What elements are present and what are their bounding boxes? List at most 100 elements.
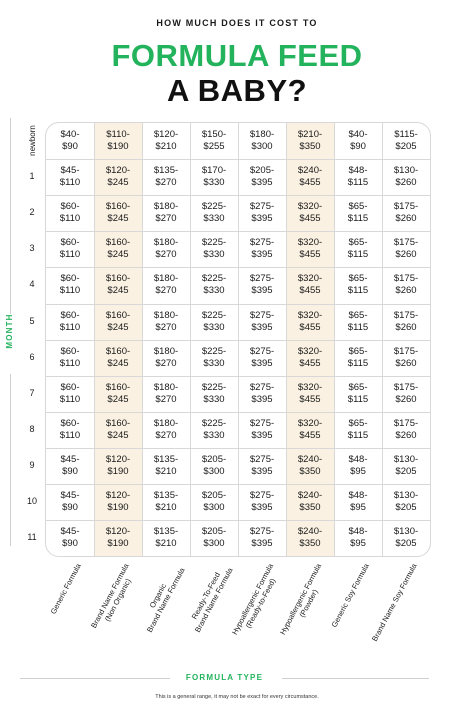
column-label-text: Generic Formula xyxy=(49,562,83,616)
cell-price-line: $455 xyxy=(299,177,321,189)
cell-price-line: $275- xyxy=(249,381,275,393)
table-cell: $65- $115 xyxy=(334,412,382,448)
row-label: 9 xyxy=(20,447,44,483)
cell-price-line: $225- xyxy=(201,309,227,321)
table-cell: $45- $90 xyxy=(46,448,94,484)
month-axis-line-bottom xyxy=(10,374,11,546)
cell-price-line: $455 xyxy=(299,213,321,225)
cell-price-line: $350 xyxy=(299,538,321,550)
cell-price-line: $320- xyxy=(297,201,323,213)
cell-price-line: $330 xyxy=(203,321,225,333)
table-cell: $130- $260 xyxy=(382,159,430,195)
cell-price-line: $160- xyxy=(105,273,131,285)
row-label-text: 3 xyxy=(29,243,35,254)
cell-price-line: $175- xyxy=(393,273,419,285)
cell-price-line: $330 xyxy=(203,357,225,369)
month-axis-line-top xyxy=(10,118,11,314)
cell-price-line: $260 xyxy=(395,249,417,261)
cell-price-line: $115 xyxy=(347,429,369,441)
column-label-text: Generic Soy Formula xyxy=(330,562,371,629)
table-cell: $225- $330 xyxy=(190,304,238,340)
cell-price-line: $210 xyxy=(155,141,177,153)
table-cell: $175- $260 xyxy=(382,376,430,412)
row-label-text: 10 xyxy=(26,496,37,507)
cell-price-line: $395 xyxy=(251,393,273,405)
table-cell: $40- $90 xyxy=(334,123,382,159)
cell-price-line: $395 xyxy=(251,213,273,225)
row-label-text: newborn xyxy=(27,124,37,156)
cell-price-line: $160- xyxy=(105,201,131,213)
table-cell: $60- $110 xyxy=(46,376,94,412)
cell-price-line: $395 xyxy=(251,502,273,514)
table-cell: $130- $205 xyxy=(382,484,430,520)
cell-price-line: $60- xyxy=(60,273,80,285)
table-cell: $275- $395 xyxy=(238,340,286,376)
cell-price-line: $175- xyxy=(393,345,419,357)
column-divider xyxy=(382,123,383,556)
table-cell: $60- $110 xyxy=(46,267,94,303)
cell-price-line: $40- xyxy=(348,129,368,141)
cell-price-line: $95 xyxy=(350,538,366,550)
cell-price-line: $210- xyxy=(297,129,323,141)
cell-price-line: $260 xyxy=(395,285,417,297)
table-cell: $120- $245 xyxy=(94,159,142,195)
table-cell: $160- $245 xyxy=(94,340,142,376)
cell-price-line: $48- xyxy=(348,490,368,502)
cell-price-line: $275- xyxy=(249,273,275,285)
cell-price-line: $110 xyxy=(59,393,81,405)
cell-price-line: $245 xyxy=(107,393,129,405)
footnote: This is a general range, it may not be e… xyxy=(155,694,319,700)
table-cell: $120- $190 xyxy=(94,520,142,556)
table-cell: $175- $260 xyxy=(382,195,430,231)
table-cell: $320- $455 xyxy=(286,412,334,448)
cell-price-line: $275- xyxy=(249,309,275,321)
table-cell: $225- $330 xyxy=(190,376,238,412)
row-label-text: 4 xyxy=(29,279,35,290)
page-title-line-1: FORMULA FEED xyxy=(111,38,363,73)
row-label-text: 7 xyxy=(29,387,35,398)
table-cell: $275- $395 xyxy=(238,412,286,448)
table-cell: $275- $395 xyxy=(238,376,286,412)
cell-price-line: $65- xyxy=(348,417,368,429)
cell-price-line: $395 xyxy=(251,465,273,477)
cell-price-line: $180- xyxy=(153,381,179,393)
table-cell: $180- $270 xyxy=(142,376,190,412)
cell-price-line: $205- xyxy=(201,490,227,502)
cell-price-line: $110 xyxy=(59,285,81,297)
table-cell: $65- $115 xyxy=(334,195,382,231)
table-cell: $60- $110 xyxy=(46,340,94,376)
table-cell: $240- $350 xyxy=(286,520,334,556)
row-label: 4 xyxy=(20,266,44,302)
cell-price-line: $210 xyxy=(155,465,177,477)
table-cell: $65- $115 xyxy=(334,304,382,340)
cell-price-line: $455 xyxy=(299,393,321,405)
cell-price-line: $330 xyxy=(203,249,225,261)
page-title-line-2: A BABY? xyxy=(166,73,308,108)
cell-price-line: $320- xyxy=(297,345,323,357)
table-cell: $320- $455 xyxy=(286,340,334,376)
row-label-text: 1 xyxy=(29,171,35,182)
column-divider xyxy=(334,123,335,556)
table-cell: $135- $210 xyxy=(142,448,190,484)
cell-price-line: $65- xyxy=(348,237,368,249)
cell-price-line: $455 xyxy=(299,285,321,297)
table-cell: $115- $205 xyxy=(382,123,430,159)
cell-price-line: $65- xyxy=(348,381,368,393)
cell-price-line: $330 xyxy=(203,285,225,297)
table-cell: $160- $245 xyxy=(94,231,142,267)
table-cell: $175- $260 xyxy=(382,340,430,376)
highlighted-column xyxy=(94,123,142,556)
cell-price-line: $135- xyxy=(153,490,179,502)
table-cell: $225- $330 xyxy=(190,231,238,267)
month-axis-label: MONTH xyxy=(5,313,14,349)
table-cell: $205- $300 xyxy=(190,484,238,520)
cell-price-line: $455 xyxy=(299,321,321,333)
cell-price-line: $115 xyxy=(347,393,369,405)
cell-price-line: $270 xyxy=(155,429,177,441)
table-cell: $320- $455 xyxy=(286,376,334,412)
cell-price-line: $120- xyxy=(153,129,179,141)
cell-price-line: $65- xyxy=(348,273,368,285)
column-divider xyxy=(190,123,191,556)
table-cell: $120- $210 xyxy=(142,123,190,159)
row-label-text: 6 xyxy=(29,351,35,362)
